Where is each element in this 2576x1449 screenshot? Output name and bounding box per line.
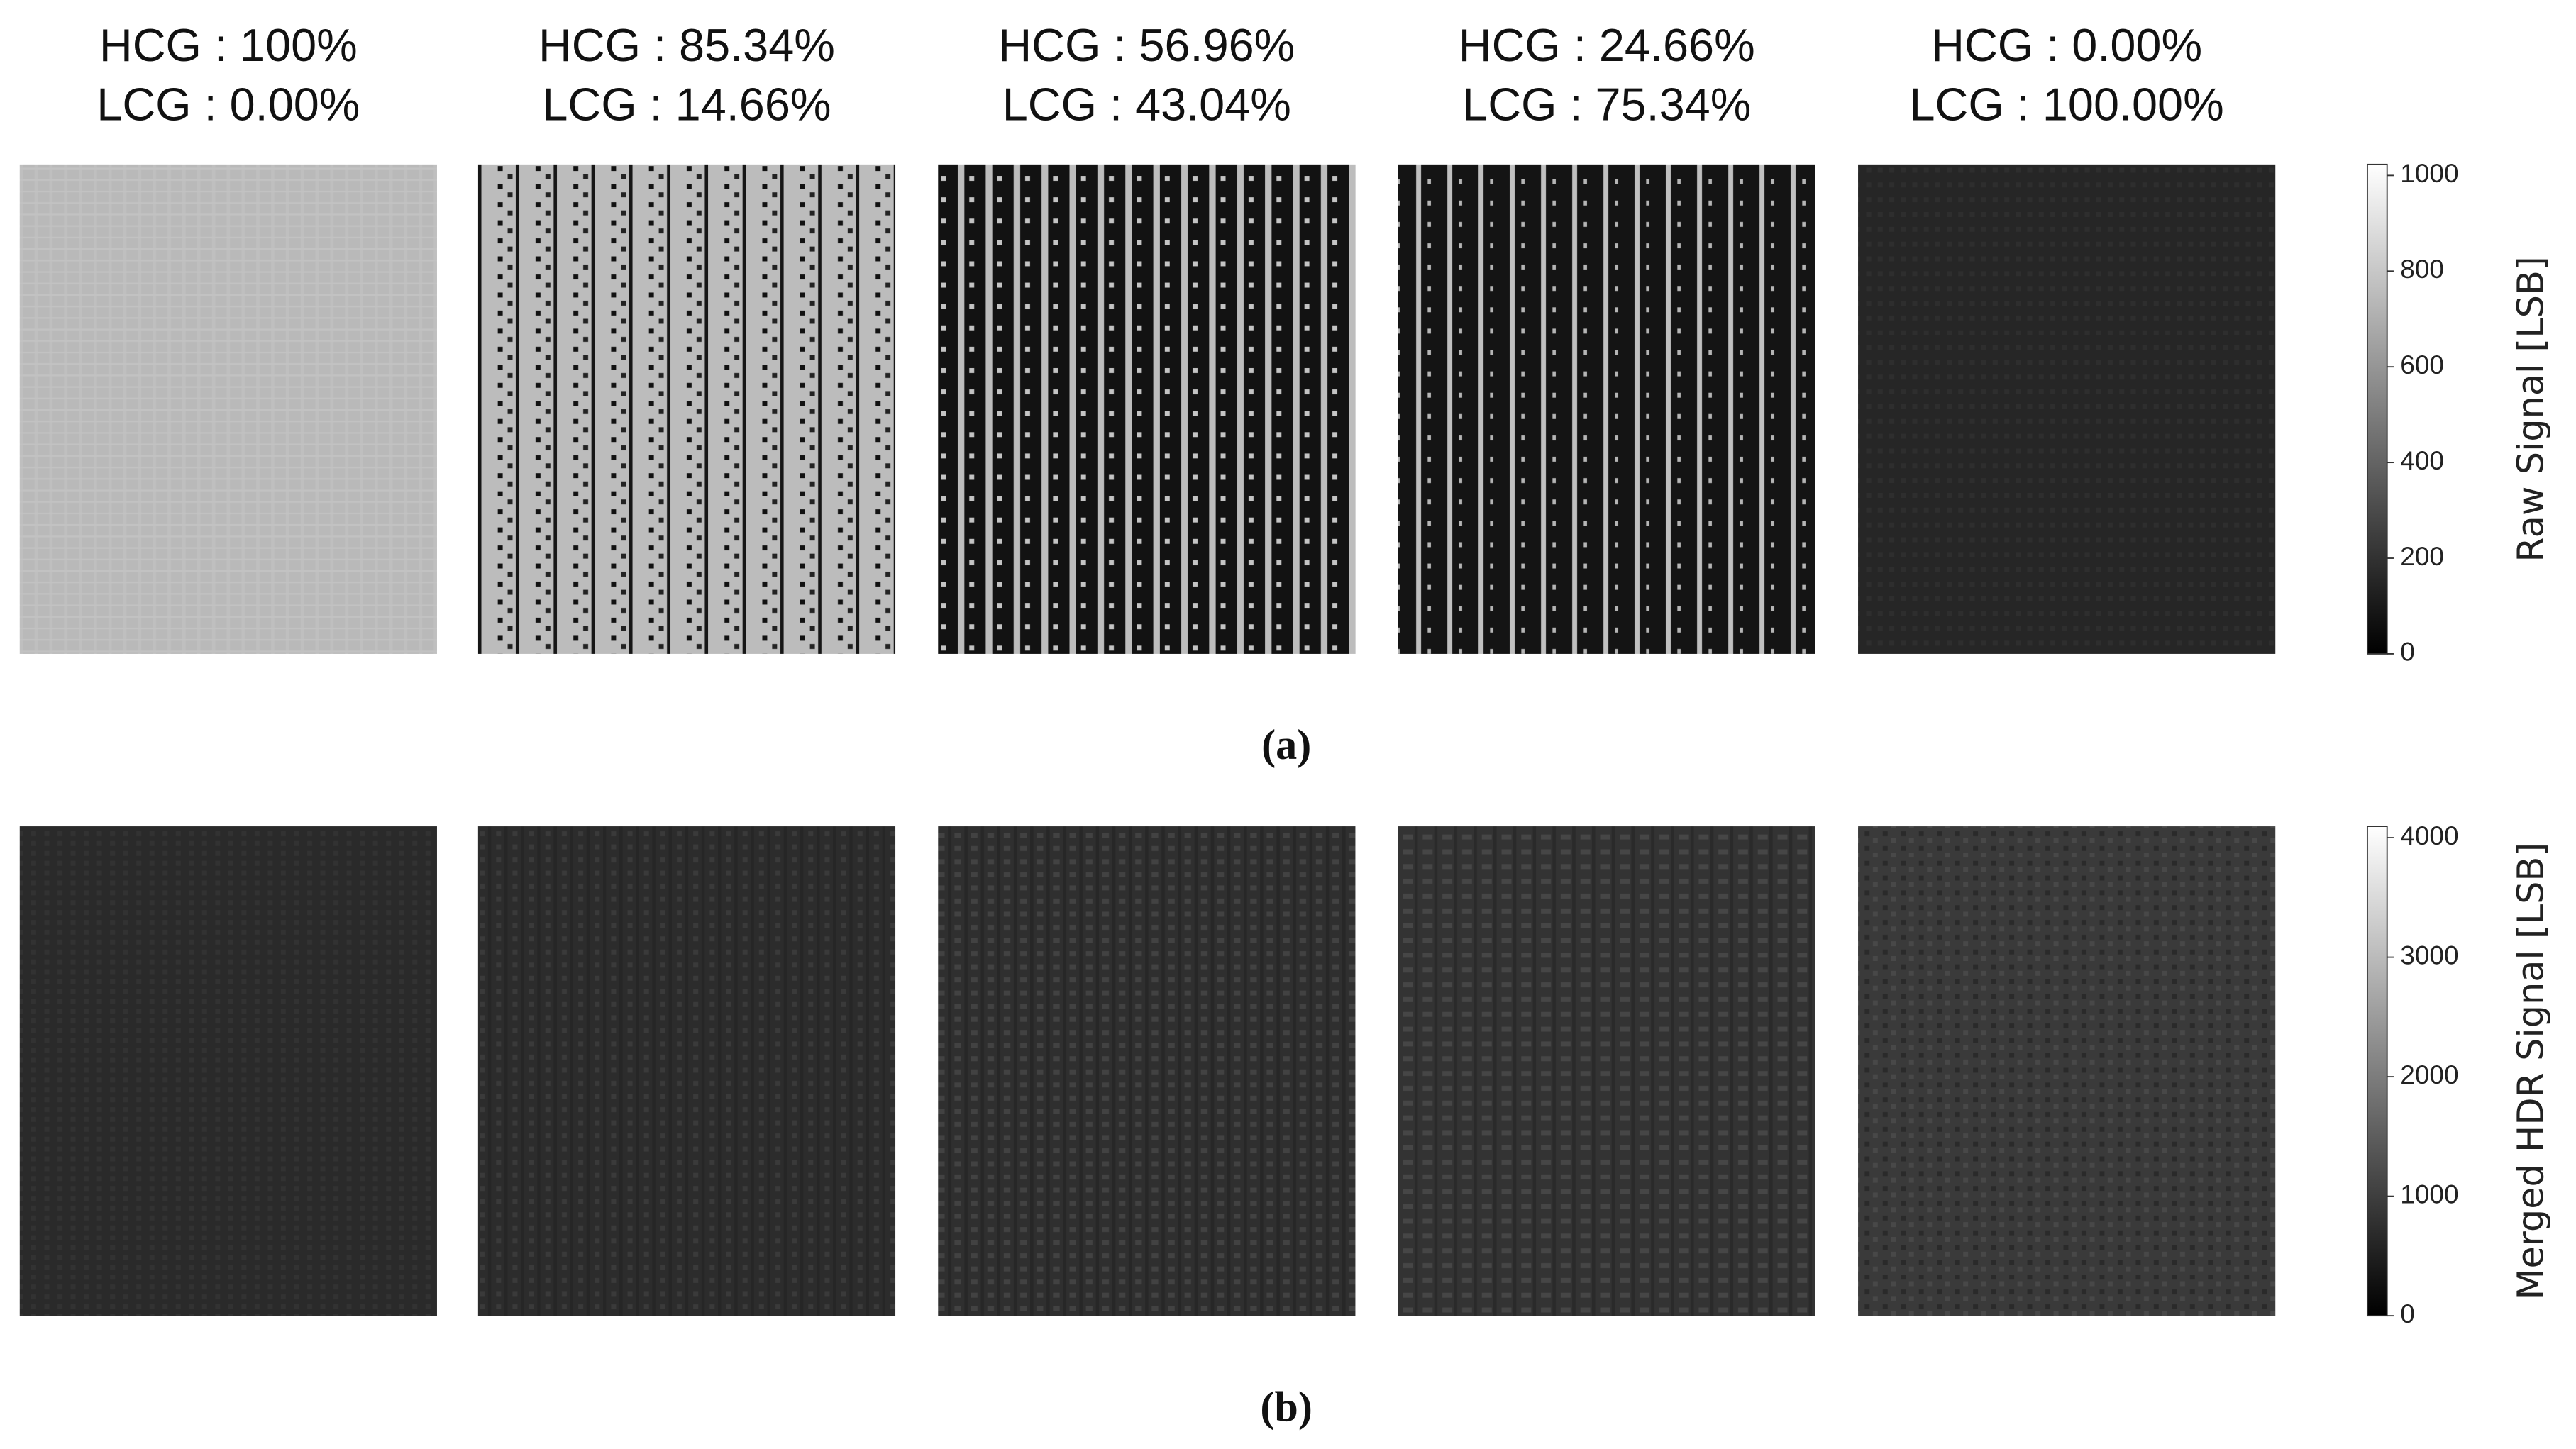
lcg-label: LCG : 0.00%: [96, 78, 360, 130]
colorbar-tick-label: 600: [2400, 350, 2444, 379]
image-panel: [477, 826, 896, 1316]
image-panel: [19, 164, 437, 654]
colorbar-tick-label: 0: [2400, 637, 2415, 667]
caption: (a): [1261, 721, 1311, 769]
hcg-label: HCG : 100%: [99, 19, 358, 71]
image-panel: [1858, 826, 2276, 1316]
colorbar-label: Raw Signal [LSB]: [2511, 256, 2553, 562]
image-panel: [1398, 826, 1815, 1316]
colorbar-tick-label: 200: [2400, 541, 2444, 571]
image-panel: [938, 164, 1356, 654]
image-panel: [1858, 164, 2276, 654]
colorbar-label: Merged HDR Signal [LSB]: [2511, 843, 2553, 1300]
lcg-label: LCG : 14.66%: [542, 78, 831, 130]
colorbar: [2366, 163, 2388, 655]
colorbar-tick-label: 1000: [2400, 158, 2458, 188]
lcg-label: LCG : 75.34%: [1462, 78, 1751, 130]
hcg-label: HCG : 24.66%: [1459, 19, 1755, 71]
caption: (b): [1260, 1383, 1312, 1431]
colorbar-tick-label: 800: [2400, 254, 2444, 284]
image-panel: [19, 826, 437, 1316]
lcg-label: LCG : 43.04%: [1002, 78, 1291, 130]
hcg-label: HCG : 85.34%: [538, 19, 835, 71]
images: [19, 164, 2276, 1316]
image-panel: [1398, 164, 1815, 654]
hcg-label: HCG : 0.00%: [1931, 19, 2202, 71]
colorbar-tick-label: 0: [2400, 1299, 2415, 1328]
colorbar-tick-label: 3000: [2400, 940, 2458, 970]
colorbar-tick-label: 400: [2400, 445, 2444, 475]
lcg-label: LCG : 100.00%: [1910, 78, 2224, 130]
colorbar-tick-label: 1000: [2400, 1179, 2458, 1209]
colorbar-tick-label: 2000: [2400, 1060, 2458, 1089]
image-panel: [938, 826, 1356, 1316]
hcg-label: HCG : 56.96%: [998, 19, 1295, 71]
colorbar-tick-label: 4000: [2400, 821, 2458, 850]
colorbar: [2366, 826, 2388, 1317]
image-panel: [477, 164, 896, 654]
